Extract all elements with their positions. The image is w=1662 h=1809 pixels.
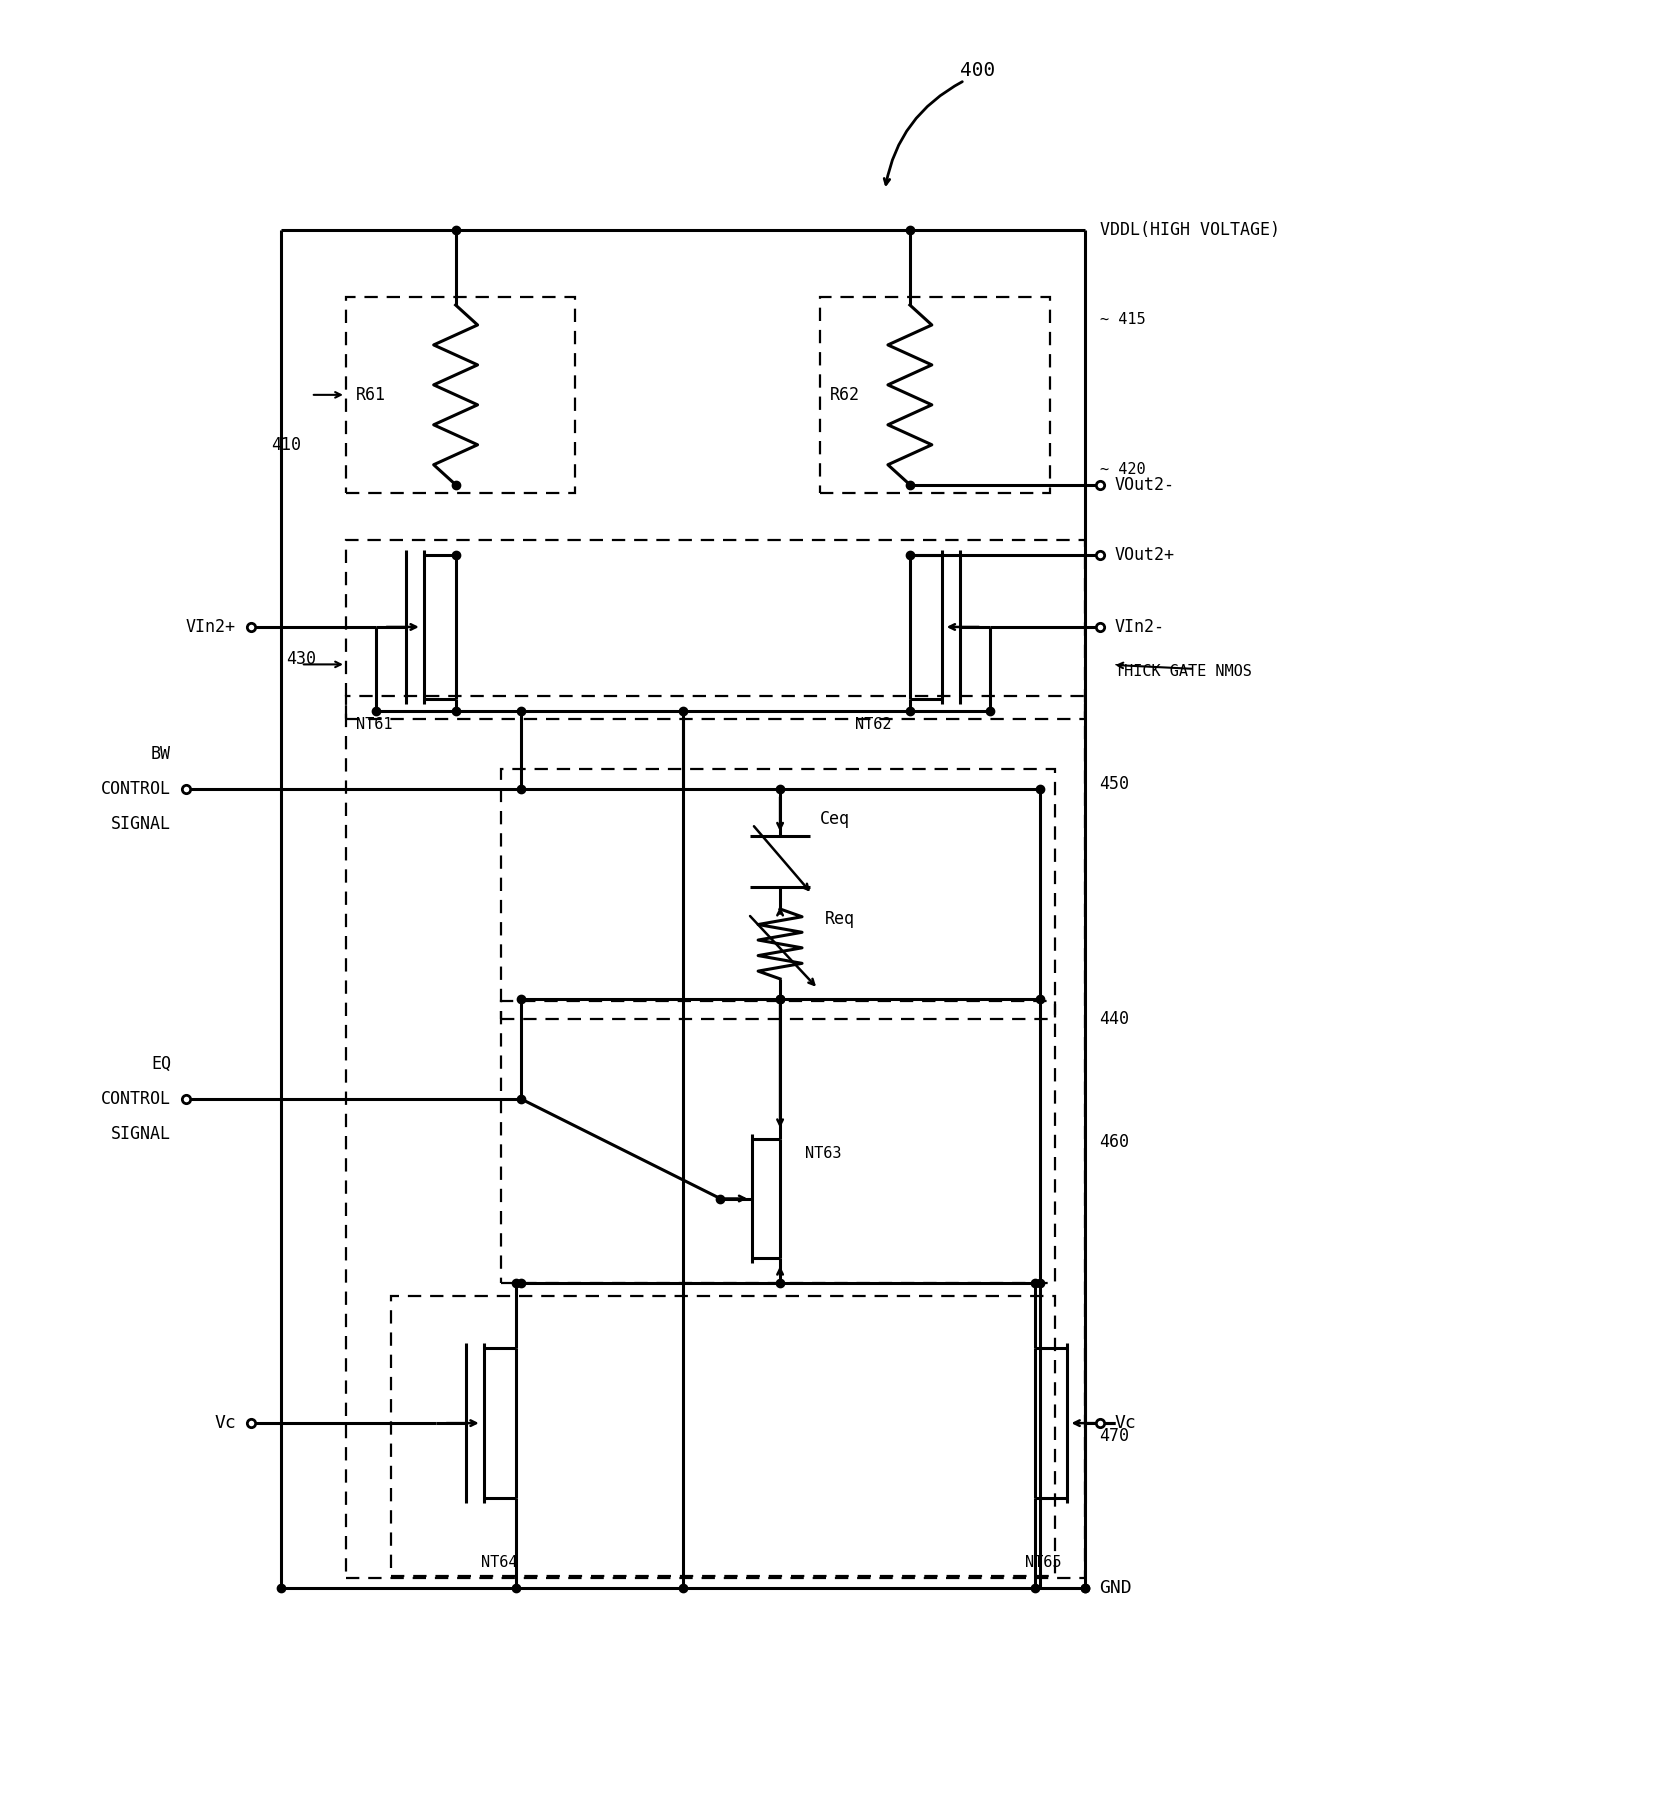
Text: BW: BW [151,745,171,763]
Text: NT61: NT61 [356,716,392,733]
Text: 430: 430 [286,651,316,668]
Text: NT64: NT64 [480,1556,517,1570]
Text: THICK GATE NMOS: THICK GATE NMOS [1115,664,1251,680]
Text: 470: 470 [1100,1427,1130,1445]
Text: EQ: EQ [151,1055,171,1073]
Text: 410: 410 [271,436,301,454]
Text: ~ 415: ~ 415 [1100,313,1145,327]
Text: SIGNAL: SIGNAL [111,1125,171,1143]
Text: VOut2-: VOut2- [1115,476,1175,494]
Text: Vc: Vc [1115,1415,1137,1433]
Text: VDDL(HIGH VOLTAGE): VDDL(HIGH VOLTAGE) [1100,221,1280,239]
Text: GND: GND [1100,1579,1132,1597]
Text: VIn2-: VIn2- [1115,619,1165,637]
Text: ~ 420: ~ 420 [1100,463,1145,478]
Text: NT65: NT65 [1025,1556,1060,1570]
Text: VOut2+: VOut2+ [1115,546,1175,564]
Text: CONTROL: CONTROL [101,780,171,798]
Text: Vc: Vc [214,1415,236,1433]
Text: 440: 440 [1100,1009,1130,1028]
Text: VIn2+: VIn2+ [186,619,236,637]
Text: 460: 460 [1100,1132,1130,1151]
Text: Req: Req [824,910,854,928]
Text: CONTROL: CONTROL [101,1089,171,1107]
Text: SIGNAL: SIGNAL [111,816,171,834]
Text: Ceq: Ceq [819,810,849,829]
Text: 400: 400 [959,62,996,80]
Text: NT63: NT63 [804,1147,841,1161]
Text: R62: R62 [829,385,859,403]
Text: NT62: NT62 [854,716,891,733]
Text: R61: R61 [356,385,386,403]
Text: 450: 450 [1100,776,1130,792]
